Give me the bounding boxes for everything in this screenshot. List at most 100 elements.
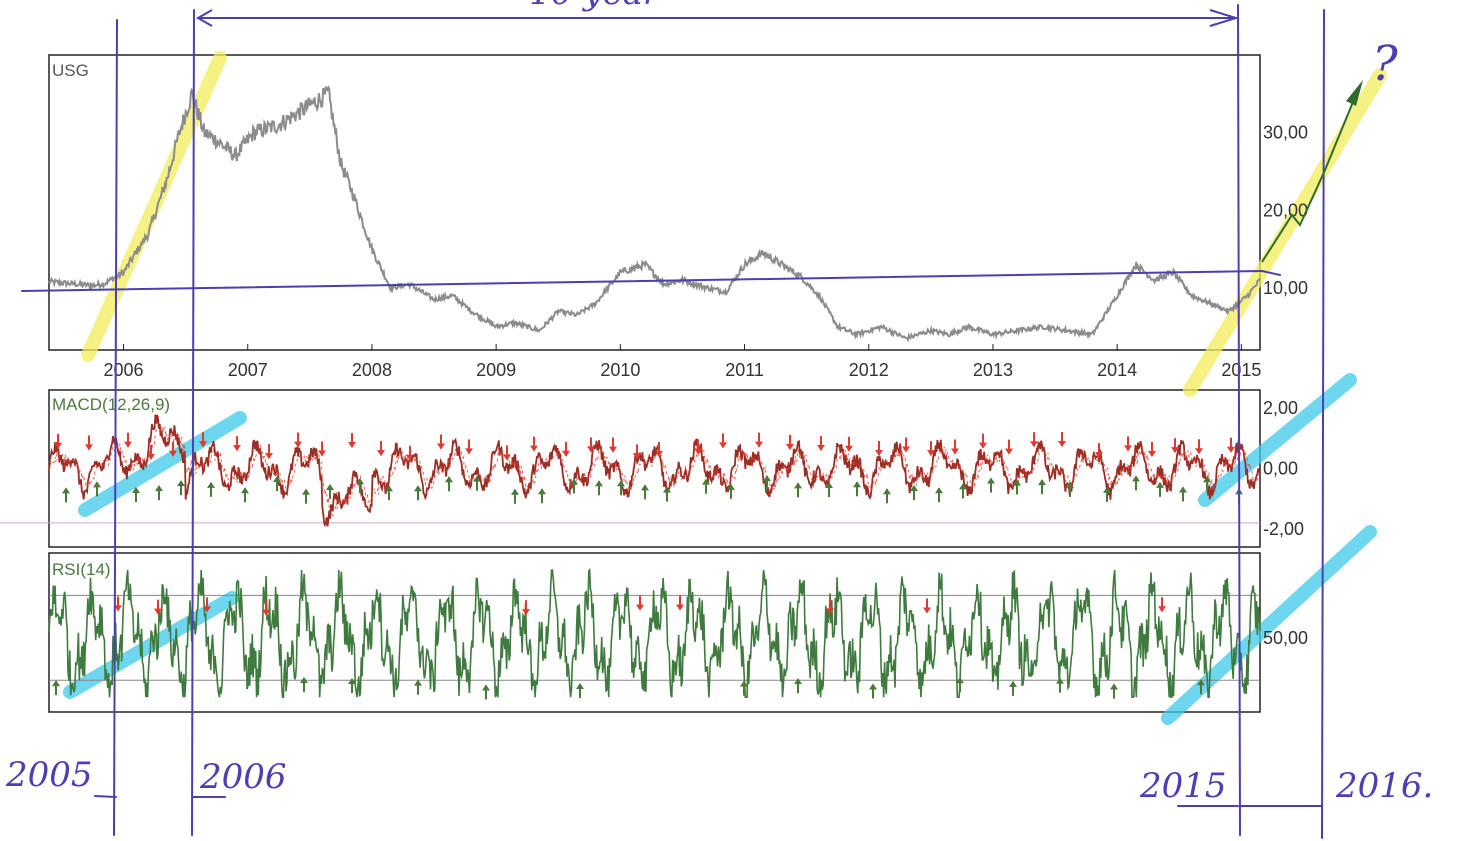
- arrow-head: [1195, 448, 1203, 454]
- arrow-head: [124, 442, 132, 448]
- arrow-head: [207, 482, 215, 488]
- arrow-head: [538, 488, 546, 494]
- x-tick-label: 2012: [849, 360, 889, 380]
- macd-buy-arrow: [595, 480, 603, 495]
- macd-sell-arrow: [902, 437, 910, 452]
- arrow-head: [155, 485, 163, 491]
- yellow-highlight-2006: [88, 58, 220, 355]
- rsi-buy-arrow: [576, 683, 584, 698]
- arrow-head: [636, 605, 644, 611]
- macd-buy-arrow: [538, 488, 546, 503]
- macd-y-tick-label: 2,00: [1263, 398, 1298, 418]
- rsi-panel-frame: [49, 553, 1260, 712]
- macd-sell-arrow: [562, 442, 570, 457]
- rsi-buy-arrow: [300, 677, 308, 692]
- arrow-head: [233, 445, 241, 451]
- arrow-head: [1179, 486, 1187, 492]
- macd-buy-arrow: [62, 487, 70, 502]
- arrow-head: [617, 480, 625, 486]
- macd-sell-arrow: [1227, 438, 1235, 453]
- arrow-head: [445, 476, 453, 482]
- arrow-head: [511, 489, 519, 495]
- rsi-sell-arrow: [636, 596, 644, 611]
- horizontal-support-line: [22, 271, 1262, 291]
- rsi-panel-label: RSI(14): [52, 560, 111, 579]
- arrow-head: [1009, 681, 1017, 687]
- year-2015-annotation: 2015: [1139, 766, 1227, 806]
- macd-sell-arrow: [609, 438, 617, 453]
- arrow-head: [794, 482, 802, 488]
- macd-y-tick-label: -2,00: [1263, 519, 1304, 539]
- year-2016-annotation: 2016.: [1335, 766, 1433, 806]
- arrow-head: [562, 451, 570, 457]
- arrow-head: [1158, 606, 1166, 612]
- arrow-head: [869, 684, 877, 690]
- macd-sell-arrow: [85, 435, 93, 450]
- arrow-head: [503, 454, 511, 460]
- arrow-head: [1132, 475, 1140, 481]
- price-panel-label: USG: [52, 61, 89, 80]
- x-tick-label: 2009: [476, 360, 516, 380]
- macd-sell-arrow: [1124, 436, 1132, 451]
- macd-buy-arrow: [935, 487, 943, 502]
- rsi-y-tick-label: 50,00: [1263, 628, 1308, 648]
- bracket-2005: [95, 796, 116, 797]
- macd-sell-arrow: [786, 435, 794, 450]
- arrow-head: [85, 444, 93, 450]
- rsi-sell-arrow: [522, 600, 530, 615]
- macd-buy-arrow: [177, 480, 185, 495]
- macd-sell-arrow: [233, 436, 241, 451]
- x-tick-label: 2014: [1097, 360, 1137, 380]
- x-tick-label: 2010: [600, 360, 640, 380]
- arrow-head: [935, 487, 943, 493]
- x-tick-label: 2013: [973, 360, 1013, 380]
- macd-y-tick-label: 0,00: [1263, 459, 1298, 479]
- macd-sell-arrow: [1030, 432, 1038, 447]
- arrow-head: [93, 481, 101, 487]
- arrow-head: [587, 446, 595, 452]
- macd-buy-arrow: [155, 485, 163, 500]
- arrow-head: [1058, 441, 1066, 447]
- arrow-head: [294, 442, 302, 448]
- macd-buy-arrow: [794, 482, 802, 497]
- arrow-head: [755, 442, 763, 448]
- arrow-head: [883, 488, 891, 494]
- vertical-line-2015: [1238, 5, 1240, 835]
- macd-sell-arrow: [719, 433, 727, 448]
- macd-buy-arrow: [1038, 479, 1046, 494]
- price-panel-frame: [49, 55, 1260, 350]
- price-series-line: [49, 87, 1260, 340]
- rsi-line-layer: [49, 570, 1260, 697]
- rsi-buy-arrow: [52, 680, 60, 695]
- x-tick-label: 2008: [352, 360, 392, 380]
- macd-sell-arrow: [124, 433, 132, 448]
- arrow-head: [530, 446, 538, 452]
- arrow-head: [763, 475, 771, 481]
- arrow-head: [786, 444, 794, 450]
- macd-buy-arrow: [1179, 486, 1187, 501]
- macd-sell-arrow: [294, 433, 302, 448]
- macd-panel-frame: [49, 390, 1260, 547]
- arrow-head: [719, 442, 727, 448]
- x-tick-label: 2011: [725, 360, 764, 380]
- arrow-head: [437, 443, 445, 449]
- year-2006-annotation: 2006: [199, 757, 287, 797]
- arrow-head: [676, 605, 684, 611]
- vertical-line-2016: [1322, 10, 1324, 838]
- macd-sell-arrow: [465, 439, 473, 454]
- arrow-head: [853, 481, 861, 487]
- arrow-head: [1005, 449, 1013, 455]
- macd-buy-arrow: [445, 476, 453, 491]
- rsi-buy-arrow: [869, 684, 877, 699]
- rsi-sell-arrow: [923, 598, 931, 613]
- arrow-head: [923, 607, 931, 613]
- macd-buy-arrow: [1132, 475, 1140, 490]
- price-y-tick-label: 20,00: [1263, 200, 1308, 220]
- arrow-head: [265, 453, 273, 459]
- price-y-tick-label: 10,00: [1263, 278, 1308, 298]
- arrow-head: [302, 489, 310, 495]
- macd-sell-arrow: [530, 437, 538, 452]
- question-mark-annotation: ?: [1372, 36, 1398, 92]
- rsi-series-line: [49, 570, 1260, 697]
- arrow-head: [1227, 447, 1235, 453]
